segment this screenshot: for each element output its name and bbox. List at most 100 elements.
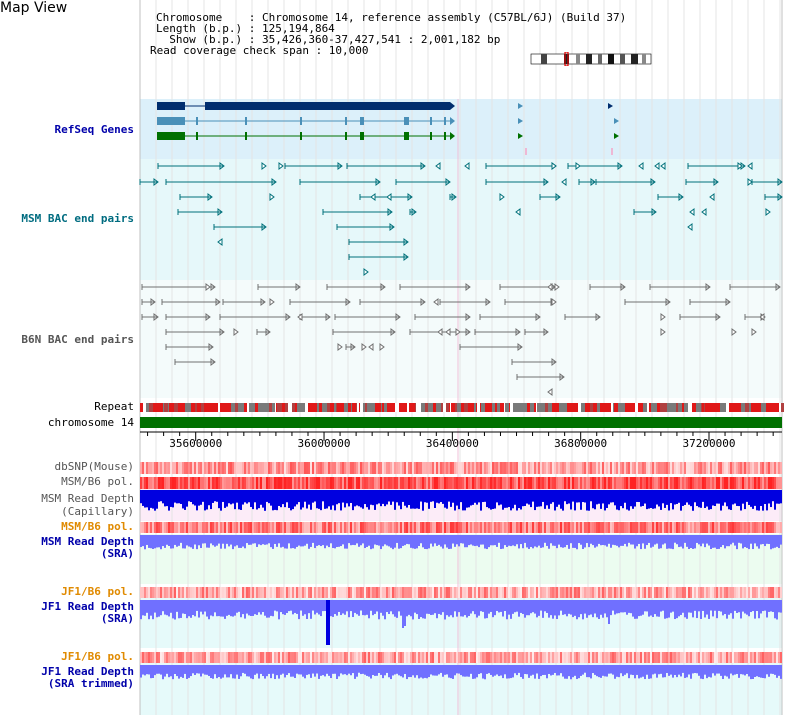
b6n-bac-end [205, 283, 211, 291]
msm-bac-end [747, 178, 753, 186]
b6n-bac-end [759, 313, 765, 321]
gene-marker [614, 133, 619, 139]
axis-tick-label: 36000000 [297, 437, 351, 450]
b6n-bac-pair [689, 298, 731, 306]
b6n-bac-end [437, 328, 443, 336]
label-msm-b6-pol: MSM/B6 pol. [61, 475, 134, 488]
b6n-bac-end [551, 298, 557, 306]
jf1-read-depth-sra-bars [140, 600, 782, 645]
b6n-bac-pair [165, 328, 225, 336]
b6n-bac-pair [165, 313, 211, 321]
msm-bac-end [561, 178, 567, 186]
msm-bac-end [551, 162, 557, 170]
label-sra: (SRA) [100, 547, 134, 560]
gene-marker [608, 103, 613, 109]
msm-bac-pair [595, 178, 656, 186]
b6n-bac-end [455, 328, 461, 336]
msm-bac-end [269, 193, 275, 201]
b6n-bac-pair [165, 343, 214, 351]
b6n-bac-end [751, 328, 757, 336]
msm-bac-end [499, 193, 505, 201]
label-msm-read-depth-sra: MSM Read Depth [41, 535, 134, 548]
b6n-bac-pair [624, 298, 671, 306]
axis-tick-label: 37200000 [682, 437, 736, 450]
msm-bac-end [709, 193, 715, 201]
b6n-bac-pair [729, 283, 781, 291]
gene-marker [614, 118, 619, 124]
b6n-bac-end [379, 343, 385, 351]
b6n-bac-pair [359, 298, 426, 306]
msm-bac-pair [359, 193, 413, 201]
msm-read-depth-capillary-bars [140, 490, 782, 511]
msm-bac-end [765, 208, 771, 216]
msm-bac-pair [179, 193, 213, 201]
label-b6n-bac-end-pairs: B6N BAC end pairs [21, 333, 134, 346]
jf1-depth-spike [326, 600, 330, 645]
label-sra-trimmed: (SRA trimmed) [47, 677, 134, 690]
b6n-bac-pair [141, 283, 216, 291]
b6n-bac-pair [174, 358, 216, 366]
msm-b6-pol-heatmap-2 [140, 522, 782, 533]
msm-bac-end [370, 193, 376, 201]
b6n-bac-pair [459, 343, 523, 351]
label-capillary: (Capillary) [61, 505, 134, 518]
b6n-bac-pair [504, 298, 556, 306]
b6n-bac-pair [439, 298, 491, 306]
label-repeat: Repeat [94, 400, 134, 413]
b6n-bac-end [368, 343, 374, 351]
chromosome-bar [140, 417, 782, 428]
b6n-bac-end [660, 328, 666, 336]
msm-bac-pair [539, 193, 561, 201]
axis-tick-label: 35600000 [169, 437, 223, 450]
msm-bac-end [701, 208, 707, 216]
b6n-bac-pair [414, 313, 471, 321]
b6n-bac-pair [289, 298, 351, 306]
msm-bac-pair [213, 223, 267, 231]
chromosome-ideogram[interactable] [528, 52, 658, 66]
refseq-gene-row-2 [157, 117, 455, 125]
msm-b6-pol-heatmap [140, 477, 782, 489]
jf1-read-depth-trimmed-bars [140, 665, 782, 680]
b6n-bac-pair [399, 283, 471, 291]
info-chromosome: Chromosome : Chromosome 14, reference as… [156, 11, 627, 24]
axis-tick-label: 36800000 [554, 437, 608, 450]
msm-bac-band [140, 159, 782, 280]
msm-bac-pair [685, 178, 719, 186]
msm-bac-pair [139, 178, 159, 186]
b6n-bac-band [140, 280, 782, 398]
b6n-bac-pair [589, 283, 626, 291]
msm-bac-pair [348, 253, 409, 261]
label-chromosome: chromosome 14 [47, 416, 134, 429]
label-dbsnp: dbSNP(Mouse) [54, 460, 134, 473]
msm-bac-end [689, 208, 695, 216]
dbsnp-heatmap [140, 462, 782, 474]
b6n-bac-pair [257, 283, 301, 291]
b6n-bac-pair [326, 283, 386, 291]
b6n-bac-end [547, 388, 553, 396]
axis-tick-label: 36400000 [425, 437, 479, 450]
info-length: Length (b.p.) : 125,194,864 [156, 22, 335, 35]
b6n-bac-end [731, 328, 737, 336]
b6n-bac-end [337, 343, 343, 351]
msm-bac-pair [348, 238, 409, 246]
msm-bac-end [687, 223, 693, 231]
msm-bac-pair [449, 193, 457, 201]
jf1-b6-pol-heatmap-2 [140, 652, 782, 663]
msm-bac-pair [284, 162, 343, 170]
b6n-bac-end [361, 343, 367, 351]
label-msm-read-depth-capillary: MSM Read Depth [41, 492, 134, 505]
b6n-bac-pair [524, 328, 549, 336]
msm-bac-end [386, 193, 392, 201]
b6n-bac-pair [141, 313, 159, 321]
msm-bac-end [278, 162, 284, 170]
msm-read-depth-sra-bars [140, 535, 782, 550]
msm-bac-pair [322, 208, 393, 216]
msm-bac-pair [336, 223, 395, 231]
refseq-gene-row-3 [157, 132, 455, 140]
msm-bac-pair [751, 178, 783, 186]
msm-bac-pair [157, 162, 225, 170]
label-jf1-read-depth-trimmed: JF1 Read Depth [41, 665, 134, 678]
gene-marker [518, 103, 523, 109]
